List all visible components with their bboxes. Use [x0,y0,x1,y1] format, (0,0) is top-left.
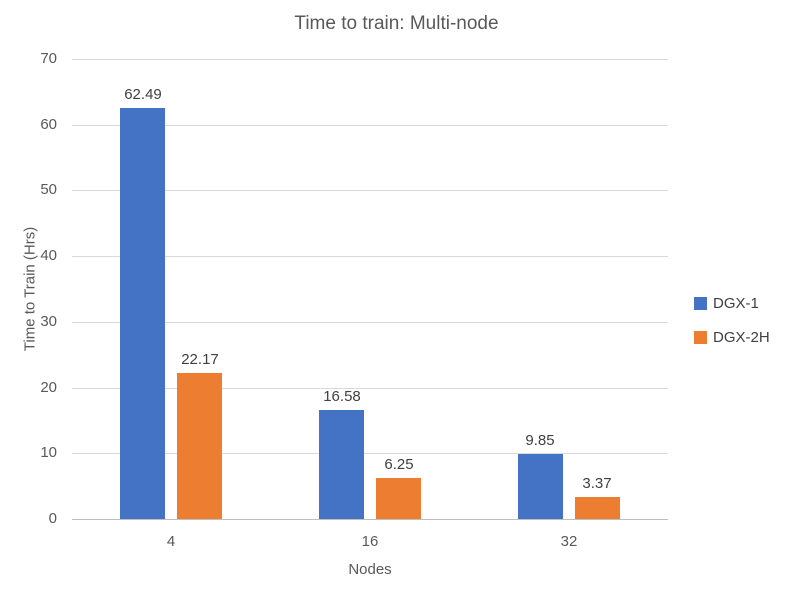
bar-dgx-2h-16 [376,478,421,519]
y-tick-label: 40 [40,247,57,264]
data-label: 6.25 [384,456,414,473]
x-axis-title: Nodes [348,561,392,578]
legend-swatch-icon [694,296,707,310]
bar-dgx-1-32 [518,454,563,519]
gridline [72,190,668,191]
legend-entry-dgx-2h: DGX-2H [694,328,770,346]
y-tick-label: 0 [48,510,57,527]
gridline [72,453,668,454]
gridline [72,388,668,389]
data-label: 3.37 [582,475,612,492]
chart-title: Time to train: Multi-node [294,13,499,34]
y-tick-label: 70 [40,50,57,67]
gridline [72,256,668,257]
x-tick-label: 4 [166,533,176,550]
x-axis-line [72,519,668,520]
x-tick-label: 16 [361,533,379,550]
y-tick-label: 30 [40,313,57,330]
bar-dgx-1-4 [120,108,165,519]
data-label: 9.85 [525,432,555,449]
gridline [72,59,668,60]
data-label: 22.17 [181,351,219,368]
y-tick-label: 60 [40,116,57,133]
legend: DGX-1 DGX-2H [694,294,770,346]
bar-dgx-2h-32 [575,497,620,519]
y-tick-label: 20 [40,379,57,396]
gridline [72,125,668,126]
data-label: 16.58 [323,388,361,405]
data-label: 62.49 [124,86,162,103]
legend-label: DGX-1 [713,294,759,312]
x-tick-label: 32 [560,533,578,550]
legend-swatch-icon [694,330,707,344]
plot-area: 62.49 22.17 16.58 6.25 9.85 3.37 [72,59,668,520]
legend-entry-dgx-1: DGX-1 [694,294,770,312]
bar-dgx-2h-4 [177,373,222,519]
y-tick-label: 10 [40,444,57,461]
y-tick-label: 50 [40,181,57,198]
bar-dgx-1-16 [319,410,364,519]
gridline [72,322,668,323]
legend-label: DGX-2H [713,328,770,346]
